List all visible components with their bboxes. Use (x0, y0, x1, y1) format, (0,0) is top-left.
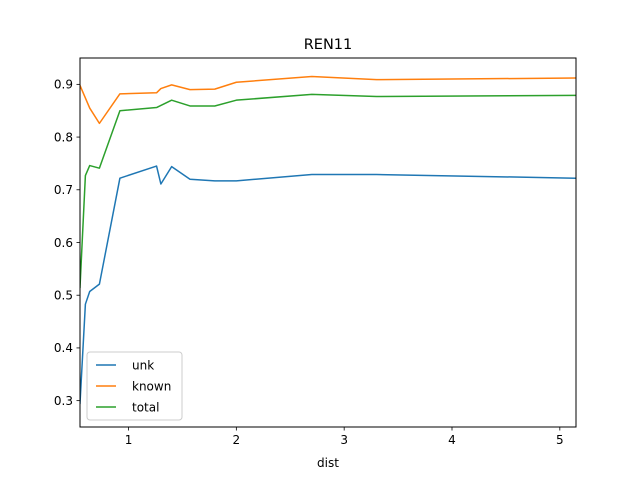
y-tick-label: 0.9 (54, 78, 73, 92)
legend-label-unk: unk (132, 358, 154, 372)
y-tick-label: 0.5 (54, 289, 73, 303)
x-tick-label: 1 (125, 433, 133, 447)
y-axis-ticks: 0.3 0.4 0.5 0.6 0.7 0.8 0.9 (54, 78, 80, 408)
y-tick-label: 0.3 (54, 394, 73, 408)
series-line-known (80, 75, 576, 125)
legend-box (86, 351, 183, 421)
x-axis-label: dist (317, 456, 339, 470)
x-tick-label: 2 (233, 433, 241, 447)
series-line-total (80, 93, 576, 289)
x-tick-label: 3 (340, 433, 348, 447)
x-tick-label: 4 (448, 433, 456, 447)
series-line-unk (80, 165, 576, 405)
legend-label-total: total (132, 400, 159, 414)
series-layer (80, 75, 576, 405)
y-tick-label: 0.8 (54, 130, 73, 144)
legend-label-known: known (132, 379, 171, 393)
y-tick-label: 0.4 (54, 341, 73, 355)
y-tick-label: 0.7 (54, 183, 73, 197)
x-tick-label: 5 (556, 433, 564, 447)
chart-title: REN11 (304, 37, 353, 53)
legend: unk known total (86, 351, 183, 421)
y-tick-label: 0.6 (54, 236, 73, 250)
x-axis-ticks: 1 2 3 4 5 (125, 427, 564, 447)
